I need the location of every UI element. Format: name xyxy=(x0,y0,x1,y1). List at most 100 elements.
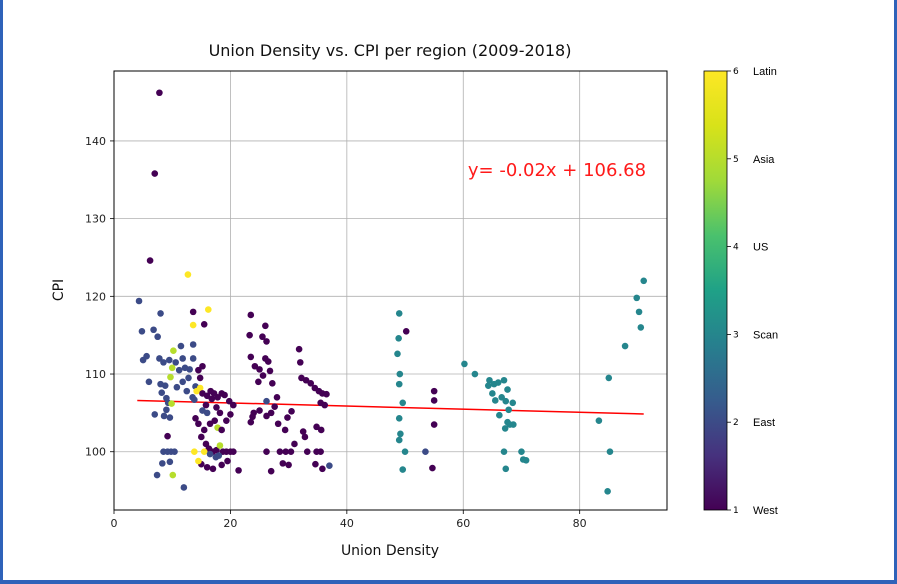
data-point xyxy=(273,394,281,401)
data-point xyxy=(175,366,183,374)
data-point xyxy=(505,406,512,414)
data-point xyxy=(249,413,256,421)
plot-area xyxy=(113,70,668,511)
data-point xyxy=(171,448,178,456)
data-point xyxy=(206,420,214,428)
data-point xyxy=(157,310,164,317)
data-point xyxy=(216,409,224,417)
data-point xyxy=(319,465,326,473)
regression-line xyxy=(137,399,644,415)
data-point xyxy=(606,448,614,456)
data-point xyxy=(154,333,161,341)
data-point xyxy=(604,488,611,495)
data-point xyxy=(161,382,169,389)
data-point xyxy=(251,362,259,370)
data-point xyxy=(502,465,510,473)
data-point xyxy=(172,359,180,366)
data-point xyxy=(395,310,403,317)
data-point xyxy=(166,414,174,421)
data-point xyxy=(185,374,192,382)
data-point xyxy=(395,436,403,444)
regression-line-segment xyxy=(137,399,644,415)
data-point xyxy=(501,425,509,432)
colorbar-gradient xyxy=(703,70,728,511)
colorbar-tick-value: 5 xyxy=(733,155,739,165)
data-point xyxy=(150,326,157,334)
colorbar-region-label: Scan xyxy=(753,329,778,341)
data-point xyxy=(396,370,404,378)
data-point xyxy=(267,409,275,417)
data-point xyxy=(206,450,214,458)
data-point xyxy=(256,366,263,373)
data-point xyxy=(263,412,270,420)
data-point xyxy=(153,471,161,479)
data-point xyxy=(301,433,309,441)
data-point xyxy=(216,442,224,449)
y-tick-label: 140 xyxy=(85,135,106,148)
colorbar-region-label: East xyxy=(753,417,775,429)
data-point xyxy=(151,170,159,177)
data-point xyxy=(635,308,643,316)
colorbar-region-label: West xyxy=(753,505,778,517)
x-tick-label: 40 xyxy=(340,517,354,530)
data-point xyxy=(399,466,407,473)
data-point xyxy=(160,359,167,366)
data-point xyxy=(471,370,479,378)
data-point xyxy=(135,297,143,305)
data-point xyxy=(281,426,289,434)
data-point xyxy=(510,421,517,428)
data-point xyxy=(168,364,176,372)
data-point xyxy=(177,342,185,350)
data-point xyxy=(496,411,503,419)
data-point xyxy=(274,420,282,428)
colorbar-tick-value: 6 xyxy=(733,67,739,77)
data-point xyxy=(276,448,284,456)
colorbar-region-label: Latin xyxy=(753,66,777,78)
data-point xyxy=(266,367,274,375)
data-point xyxy=(169,471,177,479)
data-point xyxy=(247,311,255,319)
data-point xyxy=(215,452,223,459)
data-point xyxy=(633,294,641,302)
data-point xyxy=(200,448,208,456)
x-tick-label: 60 xyxy=(456,517,470,530)
data-point xyxy=(262,322,269,330)
data-point xyxy=(302,376,310,384)
y-tick-label: 120 xyxy=(85,290,106,303)
data-point xyxy=(399,399,407,407)
data-point xyxy=(213,446,220,454)
data-point xyxy=(291,440,298,448)
data-point xyxy=(317,426,325,434)
data-point xyxy=(145,378,153,386)
data-point xyxy=(163,406,170,414)
data-point xyxy=(500,448,508,456)
data-point xyxy=(198,433,205,441)
data-point xyxy=(151,411,159,418)
data-point xyxy=(255,378,262,386)
y-axis-ticks: 100 110 120 130 140 xyxy=(85,135,114,459)
data-point xyxy=(225,397,233,405)
data-point xyxy=(429,464,436,472)
data-point xyxy=(189,308,197,316)
data-point xyxy=(184,271,192,278)
data-point xyxy=(146,257,154,264)
colorbar-ticks: 1 West 2 East 3 Scan 4 US 5 Asia 6 Latin xyxy=(727,66,778,517)
data-point xyxy=(259,372,267,379)
data-point xyxy=(504,386,511,393)
data-point xyxy=(394,350,401,358)
data-point xyxy=(402,327,410,335)
colorbar-tick-value: 4 xyxy=(733,243,739,253)
data-point xyxy=(323,390,330,398)
x-axis-title: Union Density xyxy=(341,543,439,559)
data-point xyxy=(489,390,496,397)
data-point xyxy=(271,403,278,410)
window-frame-bottom xyxy=(0,580,897,584)
data-point xyxy=(494,379,502,386)
window-frame-left xyxy=(0,0,3,584)
y-tick-label: 100 xyxy=(85,446,106,459)
data-point xyxy=(213,404,220,411)
data-point xyxy=(430,387,438,395)
data-point xyxy=(621,342,629,350)
data-point xyxy=(422,448,429,456)
data-point xyxy=(321,401,329,409)
